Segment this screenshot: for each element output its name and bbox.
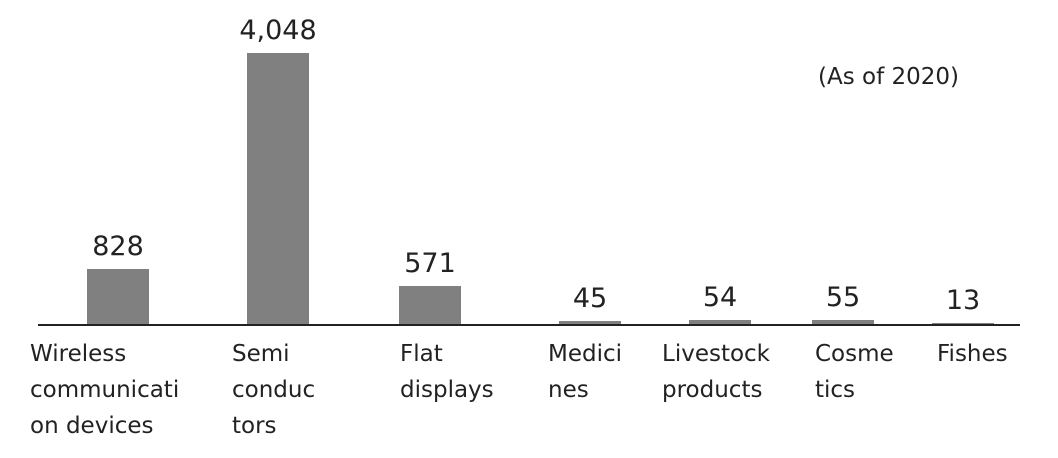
value-label: 4,048 <box>239 15 317 46</box>
bar <box>247 53 309 324</box>
bar <box>689 320 751 324</box>
x-tick-label: Wireless communicati on devices <box>30 341 180 439</box>
x-axis-line <box>38 324 1020 326</box>
bar <box>87 268 149 324</box>
value-label: 13 <box>945 285 981 317</box>
bar <box>812 320 874 324</box>
value-label: 571 <box>404 247 456 279</box>
annotation: (As of 2020) <box>818 64 959 90</box>
x-tick-label: Livestock products <box>662 341 771 403</box>
bar <box>559 320 621 324</box>
bar <box>399 285 461 324</box>
value-label: 45 <box>572 282 608 314</box>
x-tick-label: Medici nes <box>548 341 623 403</box>
value-label: 828 <box>92 230 144 262</box>
x-tick-label: Fishes <box>937 341 1008 367</box>
x-tick-label: Flat displays <box>400 341 494 403</box>
value-label: 55 <box>825 282 861 314</box>
bar <box>932 323 994 324</box>
x-tick-label: Cosme tics <box>815 341 894 403</box>
x-tick-label: Semi conduc tors <box>232 341 316 439</box>
value-label: 54 <box>702 282 738 314</box>
